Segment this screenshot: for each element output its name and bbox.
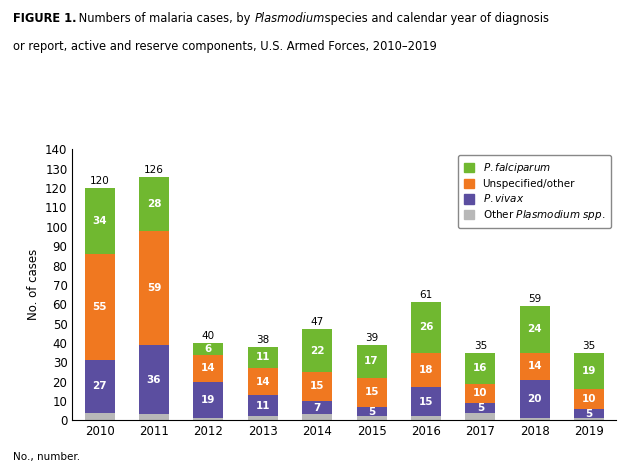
Text: 22: 22 [310,346,325,356]
Bar [357,345,387,378]
Text: 19: 19 [201,395,216,405]
Text: 55: 55 [92,302,107,312]
Bar [248,368,278,395]
Bar [465,383,496,403]
Text: 35: 35 [474,340,487,351]
Y-axis label: No. of cases: No. of cases [26,249,40,320]
Bar [411,353,441,388]
Bar [357,378,387,407]
Text: 61: 61 [420,290,433,300]
Bar [411,302,441,353]
Bar [357,407,387,417]
Text: 17: 17 [364,356,379,366]
Text: 10: 10 [582,394,596,404]
Bar [248,395,278,417]
Text: 27: 27 [92,382,107,391]
Text: Numbers of malaria cases, by: Numbers of malaria cases, by [75,12,254,25]
Bar [520,353,550,380]
Text: 40: 40 [202,331,215,341]
Text: 28: 28 [147,198,161,209]
Legend: $\it{P. falciparum}$, Unspecified/other, $\it{P. vivax}$, Other $\it{Plasmodium}: $\it{P. falciparum}$, Unspecified/other,… [457,155,611,228]
Bar [84,254,114,361]
Text: 20: 20 [528,394,542,404]
Text: 16: 16 [473,363,487,373]
Text: 14: 14 [255,376,270,387]
Text: 34: 34 [92,216,107,226]
Bar [520,306,550,353]
Bar [465,353,496,383]
Bar [302,329,332,372]
Bar [84,188,114,254]
Bar [520,380,550,418]
Bar [302,415,332,420]
Text: 24: 24 [528,325,542,334]
Text: 15: 15 [310,382,325,391]
Bar [193,418,223,420]
Text: 59: 59 [528,294,542,304]
Text: 19: 19 [582,366,596,376]
Text: 5: 5 [368,407,376,417]
Bar [357,417,387,420]
Bar [84,361,114,412]
Bar [411,417,441,420]
Text: or report, active and reserve components, U.S. Armed Forces, 2010–2019: or report, active and reserve components… [13,40,437,53]
Text: 7: 7 [313,403,321,413]
Text: 14: 14 [201,363,216,373]
Text: 5: 5 [477,403,484,413]
Text: 47: 47 [311,318,324,327]
Bar [574,418,604,420]
Bar [248,417,278,420]
Bar [302,372,332,401]
Bar [139,177,169,231]
Bar [84,412,114,420]
Bar [248,347,278,368]
Bar [574,389,604,409]
Text: 15: 15 [364,387,379,397]
Text: 26: 26 [419,322,433,333]
Text: 39: 39 [365,333,378,343]
Bar [193,343,223,354]
Text: 14: 14 [528,361,542,371]
Bar [193,382,223,418]
Text: 59: 59 [147,283,161,293]
Text: 15: 15 [419,397,433,407]
Text: FIGURE 1.: FIGURE 1. [13,12,76,25]
Text: species and calendar year of diagnosis: species and calendar year of diagnosis [321,12,549,25]
Text: 120: 120 [90,176,109,186]
Text: 11: 11 [255,401,270,411]
Bar [465,412,496,420]
Bar [465,403,496,412]
Bar [193,354,223,382]
Bar [574,409,604,418]
Bar [520,418,550,420]
Bar [139,231,169,345]
Text: 11: 11 [255,353,270,362]
Text: 6: 6 [204,344,212,354]
Text: 5: 5 [586,409,593,418]
Text: 36: 36 [147,375,161,385]
Text: 38: 38 [256,335,269,345]
Bar [574,353,604,389]
Bar [411,388,441,417]
Text: 35: 35 [582,340,596,351]
Text: 126: 126 [144,164,164,175]
Text: No., number.: No., number. [13,453,80,462]
Bar [302,401,332,415]
Text: 10: 10 [473,388,487,398]
Bar [139,345,169,415]
Text: Plasmodium: Plasmodium [254,12,325,25]
Text: 18: 18 [419,365,433,375]
Bar [139,415,169,420]
